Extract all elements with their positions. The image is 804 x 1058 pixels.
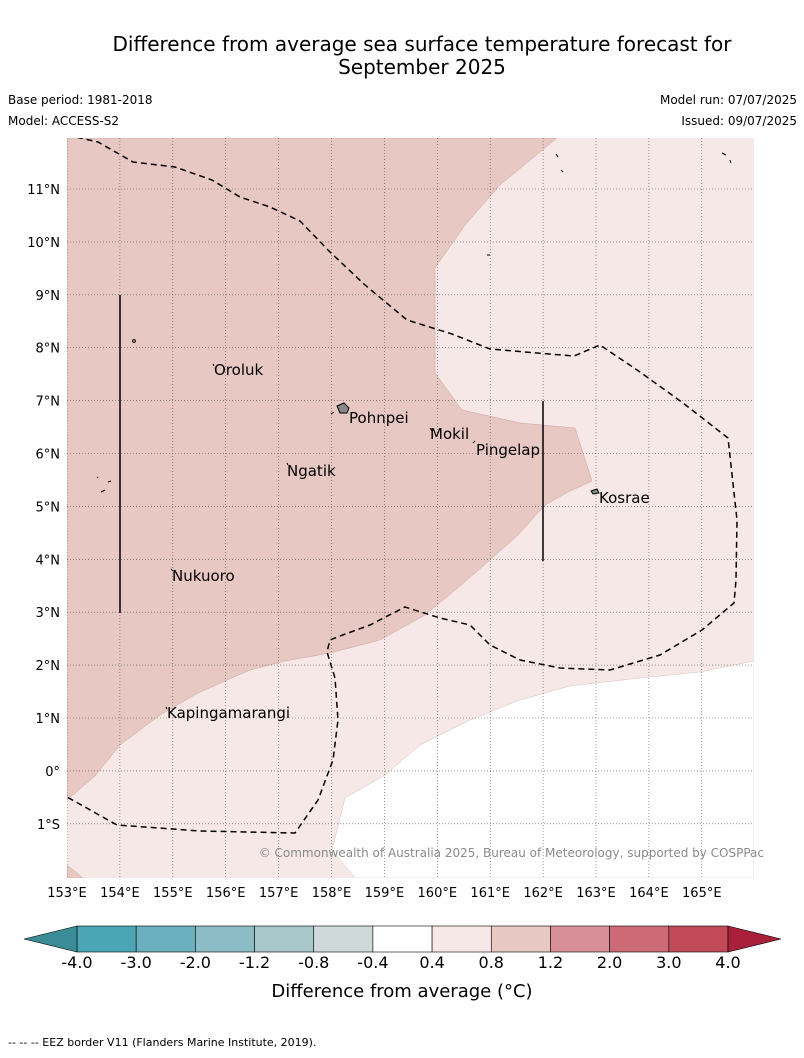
map-fill-layer — [67, 138, 754, 878]
lon-tick-label: 157°E — [259, 886, 299, 901]
model-name: Model: ACCESS-S2 — [8, 114, 120, 128]
lat-tick-label: 11°N — [27, 183, 60, 198]
lat-tick-label: 4°N — [36, 553, 61, 568]
eez-borders — [67, 138, 738, 834]
atoll-mark — [165, 152, 732, 710]
moderate-anomaly-region — [67, 138, 593, 801]
colorbar-tick-label: 1.2 — [538, 953, 563, 972]
white-near-average-region — [331, 660, 754, 878]
colorbar-cell — [135, 925, 196, 953]
colorbar-tick-label: 0.8 — [479, 953, 504, 972]
islands — [96, 152, 732, 710]
lon-tick-label: 163°E — [576, 886, 616, 901]
colorbar-tick-label: 3.0 — [656, 953, 681, 972]
model-run: Model run: 07/07/2025 — [659, 93, 797, 107]
colorbar-tick-label: -0.4 — [357, 953, 388, 972]
longitude-labels: 153°E 154°E 155°E 156°E 157°E 158°E 159°E 160°E… — [47, 886, 721, 901]
title-line-2: September 2025 — [338, 55, 506, 79]
colorbar-low-arrow — [23, 925, 78, 953]
lat-tick-label: 6°N — [36, 448, 61, 463]
lat-tick-label: 9°N — [36, 289, 61, 304]
copyright-notice: © Commonwealth of Australia 2025, Bureau… — [259, 846, 764, 860]
place-pingelap: Pingelap — [476, 441, 540, 459]
colorbar-cell — [431, 925, 492, 953]
lat-tick-label: 1°N — [36, 712, 61, 727]
lon-tick-label: 162°E — [523, 886, 563, 901]
place-pohnpei: Pohnpei — [349, 409, 409, 427]
colorbar-tick-label: -3.0 — [121, 953, 152, 972]
pohnpei-island — [336, 402, 350, 414]
colorbar-high-arrow — [727, 925, 782, 953]
lat-tick-label: 2°N — [36, 659, 61, 674]
lon-tick-label: 159°E — [365, 886, 405, 901]
lat-tick-label: 10°N — [27, 236, 60, 251]
place-mokil: Mokil — [430, 425, 469, 443]
lat-tick-label: 3°N — [36, 606, 61, 621]
title-line-1: Difference from average sea surface temp… — [112, 32, 732, 56]
colorbar-cell — [550, 925, 610, 953]
longitude-lines-of-note — [119, 295, 544, 613]
colorbar-cell — [372, 925, 433, 953]
place-kosrae: Kosrae — [599, 489, 650, 507]
colorbar-tick-label: -2.0 — [180, 953, 211, 972]
lon-tick-label: 155°E — [153, 886, 193, 901]
lon-tick-label: 158°E — [312, 886, 352, 901]
atoll-mark — [132, 339, 136, 343]
colorbar-tick-label: 4.0 — [715, 953, 740, 972]
colorbar-cell — [490, 925, 551, 953]
base-period: Base period: 1981-2018 — [8, 93, 153, 107]
issued-date: Issued: 09/07/2025 — [681, 114, 797, 128]
atoll-mark — [96, 476, 112, 493]
colorbar-cell — [76, 925, 137, 953]
lon-tick-label: 154°E — [100, 886, 140, 901]
lon-tick-label: 165°E — [682, 886, 722, 901]
forecast-map: Oroluk Pohnpei Mokil Pingelap Ngatik Kos… — [23, 138, 782, 1002]
colorbar-tick-label: -4.0 — [61, 953, 92, 972]
colorbar-cell — [254, 925, 315, 953]
lat-tick-label: 7°N — [36, 395, 61, 410]
lat-tick-label: 8°N — [36, 342, 61, 357]
eez-footnote: -- -- -- EEZ border V11 (Flanders Marine… — [8, 1036, 317, 1049]
colorbar-tick-label: 0.4 — [419, 953, 444, 972]
lon-tick-label: 164°E — [629, 886, 669, 901]
place-oroluk: Oroluk — [214, 361, 263, 379]
place-nukuoro: Nukuoro — [172, 567, 235, 585]
colorbar: -4.0 -3.0 -2.0 -1.2 -0.8 -0.4 0.4 0.8 1.2 2.0 3.0 4… — [23, 925, 782, 1002]
kosrae-island — [590, 488, 600, 495]
lon-tick-label: 160°E — [418, 886, 458, 901]
place-ngatik: Ngatik — [287, 462, 336, 480]
colorbar-title: Difference from average (°C) — [271, 981, 532, 1002]
lon-tick-label: 153°E — [47, 886, 87, 901]
lon-tick-label: 161°E — [470, 886, 510, 901]
latitude-labels: 11°N 10°N 9°N 8°N 7°N 6°N 5°N 4°N 3°N 2°N 1°N 0° 1°S — [27, 183, 60, 833]
colorbar-cell — [668, 925, 729, 953]
lat-tick-label: 1°S — [37, 818, 60, 833]
eez-border-north — [67, 138, 738, 834]
lat-tick-label: 0° — [45, 765, 60, 780]
lat-tick-label: 5°N — [36, 500, 61, 515]
place-labels: Oroluk Pohnpei Mokil Pingelap Ngatik Kos… — [167, 361, 650, 722]
colorbar-tick-label: -1.2 — [239, 953, 270, 972]
lon-tick-label: 156°E — [206, 886, 246, 901]
colorbar-tick-label: 2.0 — [597, 953, 622, 972]
colorbar-cell — [195, 925, 255, 953]
place-kapingamarangi: Kapingamarangi — [167, 704, 290, 722]
colorbar-cell — [313, 925, 374, 953]
colorbar-cell — [609, 925, 670, 953]
colorbar-tick-label: -0.8 — [298, 953, 329, 972]
chart-title: Difference from average sea surface temp… — [60, 33, 784, 79]
moderate-anomaly-corner — [67, 864, 84, 878]
